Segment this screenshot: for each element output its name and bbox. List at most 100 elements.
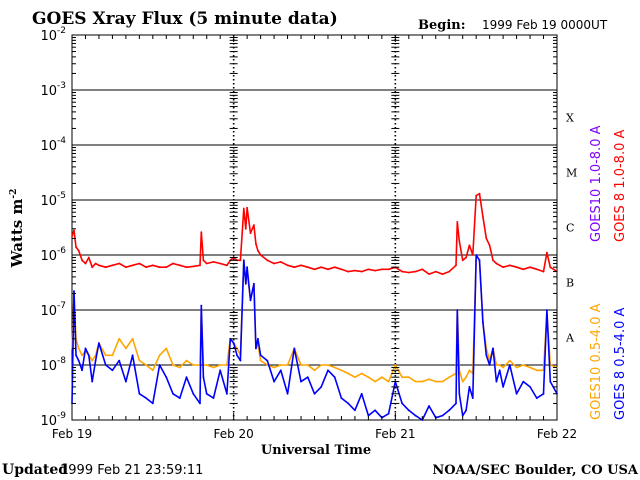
data-point [478, 192, 481, 195]
data-point [485, 354, 488, 357]
x-tick-label: Feb 22 [537, 427, 577, 441]
y-tick-label: 10-4 [40, 136, 66, 154]
data-point [158, 364, 161, 366]
data-point [421, 268, 424, 271]
data-point [529, 266, 531, 269]
legend-goes10-short: GOES10 0.5-4.0 A [589, 303, 604, 420]
data-point [434, 270, 437, 273]
data-point [306, 376, 309, 379]
data-point [200, 304, 203, 307]
data-point [91, 359, 94, 362]
data-point [488, 244, 491, 247]
data-point [138, 392, 141, 395]
data-point [151, 264, 154, 267]
flare-class-label: B [566, 277, 574, 290]
data-point [456, 221, 459, 223]
data-point [172, 364, 174, 366]
data-point [111, 354, 114, 357]
data-point [522, 380, 525, 383]
data-point [414, 414, 417, 417]
data-point [434, 380, 437, 383]
data-point [192, 364, 195, 366]
data-point [249, 299, 252, 302]
data-point [313, 392, 316, 395]
data-point [461, 259, 464, 262]
y-axis-label-exponent: -2 [9, 189, 19, 199]
data-point [498, 369, 501, 372]
data-point [131, 337, 134, 340]
data-point [77, 359, 80, 362]
data-point [249, 232, 252, 235]
svg-text:Watts m-2: Watts m-2 [8, 189, 26, 269]
data-point [498, 364, 501, 366]
series-line [71, 192, 558, 275]
data-point [205, 364, 208, 366]
data-point [212, 397, 215, 399]
data-point [407, 409, 410, 412]
data-point [374, 409, 376, 412]
data-point [428, 273, 430, 275]
data-point [414, 380, 417, 383]
data-point [475, 254, 478, 256]
data-point [471, 397, 474, 399]
legend-goes8-short: GOES 8 0.5-4.0 A [613, 308, 628, 420]
data-point [340, 397, 343, 399]
data-point [347, 270, 350, 273]
data-point [87, 354, 90, 357]
data-point [259, 354, 262, 357]
data-point [178, 366, 181, 369]
data-point [138, 262, 141, 265]
data-point [313, 268, 316, 271]
data-point [502, 366, 504, 369]
data-point [448, 270, 451, 273]
data-point [374, 380, 376, 383]
data-point [508, 364, 511, 366]
data-point [226, 264, 228, 267]
data-point [279, 364, 282, 366]
data-point [468, 244, 471, 247]
data-point [253, 282, 255, 285]
data-point [111, 369, 114, 372]
data-point [205, 392, 208, 395]
data-point [347, 402, 350, 405]
data-point [515, 266, 518, 269]
data-point [286, 392, 289, 395]
data-point [202, 259, 205, 262]
data-point [212, 261, 215, 263]
data-point [104, 364, 107, 366]
flare-class-label: A [565, 332, 575, 345]
data-point [185, 376, 188, 379]
data-point [257, 337, 259, 340]
data-point [118, 337, 121, 340]
data-point [300, 364, 302, 366]
data-point [367, 268, 370, 271]
data-point [242, 207, 245, 210]
data-point [333, 366, 336, 369]
data-point [535, 397, 538, 399]
data-point [84, 347, 87, 350]
data-point [151, 369, 154, 372]
data-point [394, 364, 397, 366]
data-point [286, 264, 289, 267]
data-point [535, 268, 538, 271]
data-point [306, 364, 309, 366]
data-point [178, 264, 181, 267]
data-point [441, 273, 444, 275]
data-point [118, 359, 121, 362]
data-point [253, 224, 255, 227]
data-point [293, 266, 296, 269]
data-point [98, 264, 100, 267]
data-point [465, 409, 467, 412]
begin-value: 1999 Feb 19 0000UT [482, 18, 608, 32]
data-point [279, 261, 282, 263]
data-point [488, 364, 491, 366]
data-point [458, 392, 461, 395]
data-point [200, 231, 203, 234]
data-point [131, 264, 134, 267]
y-tick-label: 10-7 [40, 301, 66, 319]
footer-credit: NOAA/SEC Boulder, CO USA [432, 463, 639, 478]
data-point [407, 271, 410, 274]
series-line [71, 254, 558, 383]
data-point [172, 262, 174, 265]
